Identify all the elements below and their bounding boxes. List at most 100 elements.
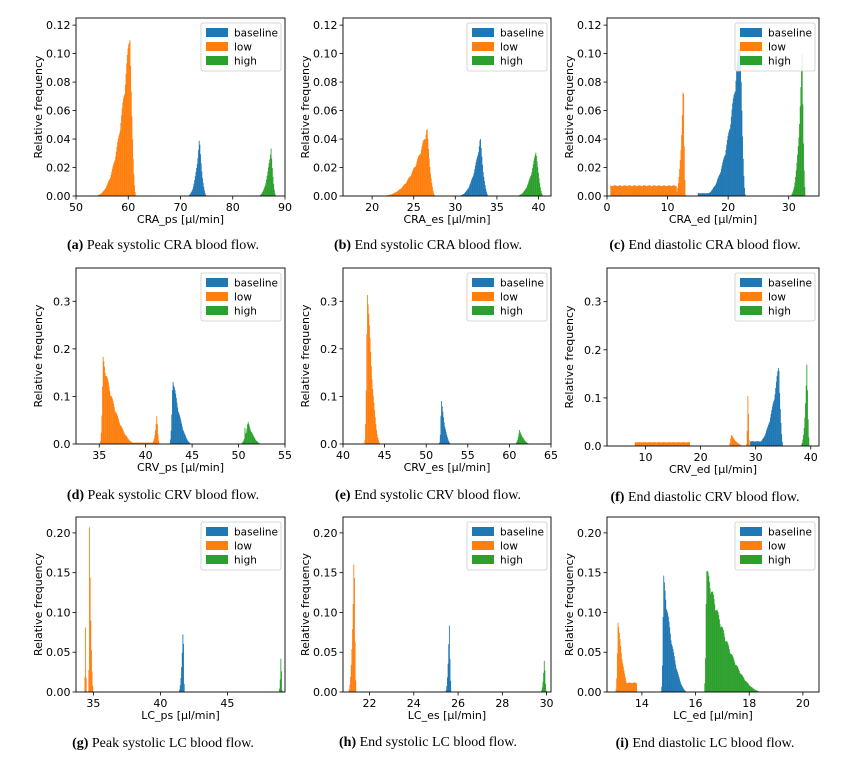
histogram-bar-baseline xyxy=(466,190,468,196)
x-tick-label: 20 xyxy=(694,451,708,464)
histogram-bar-low xyxy=(350,676,351,692)
histogram-bar-baseline xyxy=(474,165,476,196)
histogram-bar-baseline xyxy=(186,438,188,444)
histogram-bar-low xyxy=(114,410,116,444)
histogram-bar-high xyxy=(793,186,795,196)
histogram-bar-low xyxy=(685,442,687,446)
histogram-bar-baseline xyxy=(191,190,193,196)
histogram-bar-baseline xyxy=(668,621,670,692)
histogram-bar-baseline xyxy=(667,616,669,692)
histogram-bar-low xyxy=(150,442,152,444)
histogram-bar-baseline xyxy=(478,146,480,196)
histogram-bar-low xyxy=(117,142,118,196)
histogram-bar-low xyxy=(107,183,109,196)
histogram-bar-low xyxy=(116,414,118,444)
legend: baseline low high xyxy=(466,22,548,72)
histogram-bar-low xyxy=(156,416,158,444)
histogram-bar-low xyxy=(419,154,421,196)
histogram-bar-low xyxy=(422,140,424,196)
histogram-bar-baseline xyxy=(779,392,781,446)
histogram-bar-low xyxy=(372,388,374,444)
histogram-bar-high xyxy=(280,658,282,692)
histogram-bar-baseline xyxy=(736,61,738,196)
histogram-bar-baseline xyxy=(756,441,758,446)
histogram-bar-low xyxy=(639,442,641,446)
histogram-bar-low xyxy=(106,376,107,444)
histogram-bar-low xyxy=(157,434,159,444)
histogram-bar-baseline xyxy=(462,194,464,196)
histogram-bar-low xyxy=(401,187,403,196)
histogram-bar-low xyxy=(115,151,117,196)
histogram-bar-low xyxy=(655,442,657,446)
histogram-bar-low xyxy=(671,442,673,446)
histogram-bar-low xyxy=(620,185,622,196)
histogram-bar-high xyxy=(795,170,797,196)
histogram-bar-low xyxy=(671,186,673,196)
histogram-bar-low xyxy=(629,185,631,196)
histogram-bar-low xyxy=(665,185,667,196)
histogram-bar-baseline xyxy=(775,381,777,446)
histogram-bar-low xyxy=(149,442,151,444)
histogram-bar-high xyxy=(242,441,244,444)
histogram-bar-baseline xyxy=(192,189,194,196)
histogram-bar-high xyxy=(740,674,742,692)
histogram-bar-low xyxy=(120,425,122,444)
histogram-bar-low xyxy=(406,181,408,196)
histogram-bar-low xyxy=(132,158,134,196)
histogram-bar-low xyxy=(416,161,418,196)
histogram-bar-low xyxy=(141,442,143,444)
histogram-bar-low xyxy=(679,159,681,196)
histogram-bar-low xyxy=(656,442,657,446)
histogram-bar-baseline xyxy=(183,431,184,444)
histogram-bar-baseline xyxy=(441,401,442,444)
x-axis-label: LC_es [µl/min] xyxy=(408,709,486,722)
histogram-bar-low xyxy=(100,440,102,444)
histogram-bar-low xyxy=(687,442,689,446)
histogram-bar-high xyxy=(530,174,532,196)
histogram-bar-high xyxy=(243,438,245,444)
histogram-bar-baseline xyxy=(781,441,783,446)
histogram-bar-low xyxy=(131,442,133,444)
histogram-bar-low xyxy=(675,186,677,196)
histogram-bar-high xyxy=(517,437,519,444)
histogram-bar-baseline xyxy=(450,680,452,692)
histogram-bar-low xyxy=(142,442,144,444)
caption-g: (g) Peak systolic LC blood flow. xyxy=(72,736,254,751)
histogram-bar-low xyxy=(136,442,138,444)
y-tick-label: 0.05 xyxy=(313,646,338,659)
histogram-bar-baseline xyxy=(719,173,721,196)
histogram-bar-baseline xyxy=(722,162,724,196)
series-baseline-bars xyxy=(445,625,452,692)
histogram-bar-low xyxy=(658,442,660,446)
x-tick-label: 45 xyxy=(220,697,234,710)
histogram-bar-low xyxy=(102,386,103,444)
legend-swatch-baseline xyxy=(206,28,228,37)
legend-swatch-high xyxy=(740,56,762,65)
histogram-bar-low xyxy=(666,442,668,446)
histogram-bar-low xyxy=(414,166,416,196)
histogram-bar-low xyxy=(644,185,646,196)
legend-swatch-low xyxy=(740,292,762,301)
histogram-bar-low xyxy=(688,442,690,446)
histogram-bar-low xyxy=(626,186,628,196)
histogram-bar-low xyxy=(126,437,128,444)
histogram-bar-baseline xyxy=(732,98,734,196)
histogram-bar-baseline xyxy=(187,441,189,444)
histogram-bar-low xyxy=(373,402,375,444)
histogram-bar-baseline xyxy=(467,189,468,196)
y-axis-label: Relative frequency xyxy=(563,552,576,656)
x-tick-label: 35 xyxy=(490,201,504,214)
histogram-bar-baseline xyxy=(448,441,450,444)
histogram-bar-low xyxy=(130,441,132,444)
histogram-bar-low xyxy=(665,186,667,196)
histogram-bar-high xyxy=(752,688,754,692)
histogram-bar-low xyxy=(391,194,392,196)
histogram-bar-baseline xyxy=(674,660,676,692)
histogram-bar-high xyxy=(243,440,245,444)
histogram-bar-baseline xyxy=(701,193,703,196)
histogram-bar-baseline xyxy=(449,658,451,692)
histogram-bar-low xyxy=(662,442,664,446)
histogram-bar-high xyxy=(281,690,283,692)
histogram-bar-high xyxy=(523,438,524,444)
